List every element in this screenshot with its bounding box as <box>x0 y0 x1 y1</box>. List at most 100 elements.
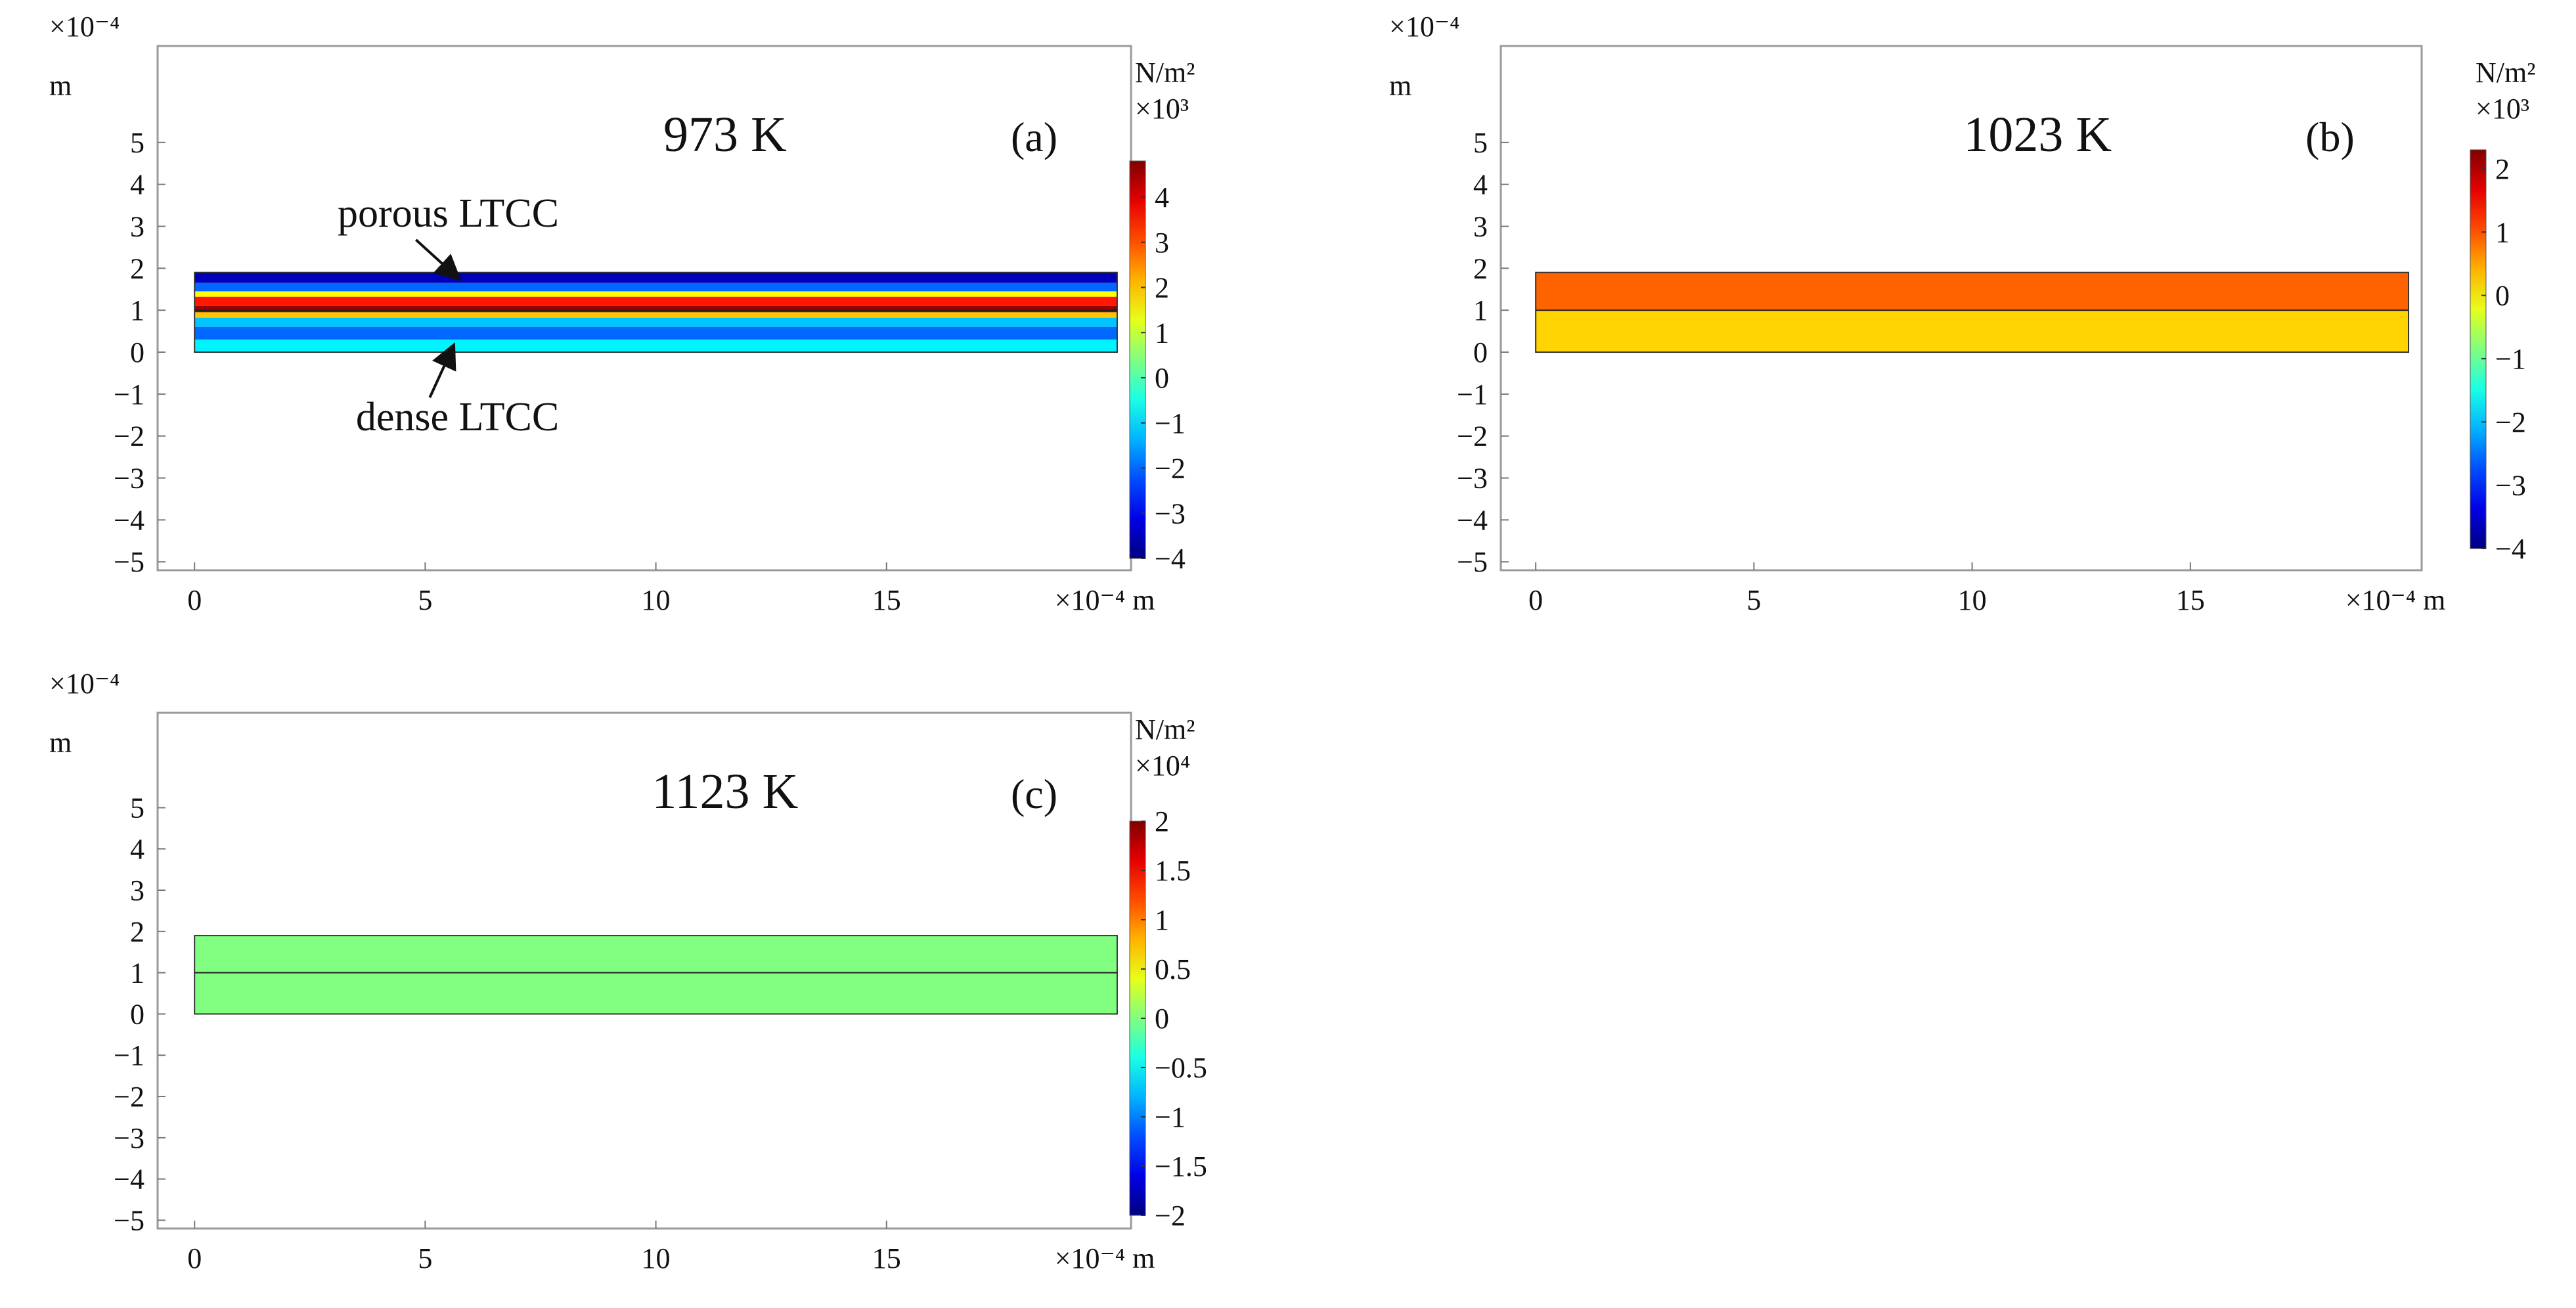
x-axis-multiplier: ×10⁻⁴ m <box>1055 584 1155 616</box>
x-tick-label: 5 <box>1746 584 1761 616</box>
domain-outline <box>1535 271 2410 353</box>
y-axis-multiplier: ×10⁻⁴ <box>1389 11 1459 43</box>
y-axis-unit: m <box>1389 70 1411 102</box>
colorbar-tick-label: −3 <box>1155 497 1186 530</box>
x-tick-label: 5 <box>418 1242 432 1274</box>
colorbar-tick-label: −1 <box>2495 343 2526 375</box>
panel-label: (b) <box>2305 114 2355 160</box>
stress-band <box>1536 272 2409 311</box>
colorbar-tick-label: −2 <box>1155 453 1186 485</box>
x-tick-label: 0 <box>1528 584 1543 616</box>
y-tick-label: −3 <box>114 1122 144 1154</box>
y-tick-label: 2 <box>130 252 144 284</box>
y-tick-label: −3 <box>1457 462 1488 495</box>
y-tick-label: −5 <box>1457 546 1488 578</box>
axes-frame <box>1499 45 2423 572</box>
colorbar-tick-label: −1 <box>1155 1101 1186 1133</box>
colorbar-tick-label: 1.5 <box>1155 855 1191 887</box>
annotation-arrow <box>414 238 462 281</box>
x-tick-label: 10 <box>1958 584 1987 616</box>
y-axis-unit: m <box>49 727 72 759</box>
y-tick-label: −5 <box>114 546 144 578</box>
stress-band <box>194 272 1117 283</box>
stress-band <box>194 936 1117 1014</box>
colorbar-tick-label: 2 <box>1155 272 1169 304</box>
y-tick-label: 3 <box>130 874 144 907</box>
stress-band <box>194 296 1117 306</box>
y-tick-label: 2 <box>130 916 144 948</box>
y-tick-label: 5 <box>130 792 144 824</box>
y-tick-label: −4 <box>1457 504 1488 536</box>
y-tick-label: 4 <box>1473 169 1488 201</box>
panel-label: (a) <box>1011 114 1057 160</box>
x-tick-label: 0 <box>187 1242 202 1274</box>
y-tick-label: −1 <box>114 378 144 411</box>
y-tick-label: 1 <box>130 957 144 989</box>
temperature-label: 973 K <box>663 107 787 162</box>
annotation-dense-ltcc: dense LTCC <box>356 395 559 440</box>
colorbar-tick-label: 0 <box>1155 362 1169 394</box>
y-tick-label: 0 <box>1473 336 1488 369</box>
domain-outline <box>194 935 1118 1015</box>
y-tick-label: 3 <box>130 211 144 243</box>
colorbar-multiplier: ×10⁴ <box>1135 750 1190 782</box>
y-tick-label: −4 <box>114 1163 144 1196</box>
y-tick-label: −1 <box>114 1039 144 1071</box>
y-tick-label: 0 <box>130 336 144 369</box>
stress-band <box>194 291 1117 297</box>
y-tick-label: 2 <box>1473 252 1488 284</box>
colorbar <box>1129 160 1146 559</box>
y-tick-label: 1 <box>1473 294 1488 327</box>
stress-band <box>194 282 1117 292</box>
colorbar-tick-label: 4 <box>1155 181 1169 214</box>
stress-band <box>1536 310 2409 353</box>
colorbar-tick-label: −0.5 <box>1155 1052 1207 1084</box>
x-tick-label: 10 <box>642 1242 671 1274</box>
colorbar-unit: N/m² <box>1135 56 1195 89</box>
x-tick-label: 0 <box>187 584 202 616</box>
x-axis-multiplier: ×10⁻⁴ m <box>1055 1242 1155 1274</box>
y-tick-label: 1 <box>130 294 144 327</box>
colorbar-tick-label: −3 <box>2495 470 2526 502</box>
temperature-label: 1123 K <box>652 764 798 819</box>
panel-label: (c) <box>1011 771 1057 817</box>
stress-band <box>194 305 1117 313</box>
y-tick-label: −2 <box>1457 420 1488 453</box>
x-tick-label: 5 <box>418 584 432 616</box>
y-tick-label: −4 <box>114 504 144 536</box>
colorbar-unit: N/m² <box>1135 713 1195 746</box>
stress-band <box>194 312 1117 318</box>
colorbar-tick-label: 2 <box>2495 153 2510 185</box>
x-tick-label: 15 <box>2176 584 2205 616</box>
x-axis-multiplier: ×10⁻⁴ m <box>2345 584 2446 616</box>
colorbar-tick-label: 0 <box>1155 1003 1169 1035</box>
colorbar <box>2470 149 2487 549</box>
x-tick-label: 10 <box>642 584 671 616</box>
colorbar-tick-label: −4 <box>2495 533 2526 565</box>
colorbar-unit: N/m² <box>2476 56 2535 89</box>
y-axis-multiplier: ×10⁻⁴ <box>49 11 120 43</box>
y-tick-label: −3 <box>114 462 144 495</box>
colorbar-tick-label: 1 <box>2495 216 2510 248</box>
colorbar-tick-label: −1.5 <box>1155 1150 1207 1183</box>
colorbar-tick-label: 3 <box>1155 227 1169 259</box>
y-tick-label: 5 <box>130 127 144 159</box>
y-tick-label: 4 <box>130 833 144 865</box>
stress-band <box>194 339 1117 353</box>
stress-band <box>194 317 1117 327</box>
colorbar-tick-label: −2 <box>2495 406 2526 438</box>
y-tick-label: −5 <box>114 1204 144 1236</box>
stress-band <box>194 327 1117 340</box>
y-axis-multiplier: ×10⁻⁴ <box>49 667 120 700</box>
y-tick-label: −2 <box>114 1081 144 1113</box>
colorbar-tick-label: 0.5 <box>1155 953 1191 985</box>
colorbar-multiplier: ×10³ <box>1135 93 1189 125</box>
temperature-label: 1023 K <box>1963 107 2112 162</box>
colorbar-tick-label: −4 <box>1155 543 1186 575</box>
y-tick-label: 0 <box>130 998 144 1030</box>
y-tick-label: −2 <box>114 420 144 453</box>
